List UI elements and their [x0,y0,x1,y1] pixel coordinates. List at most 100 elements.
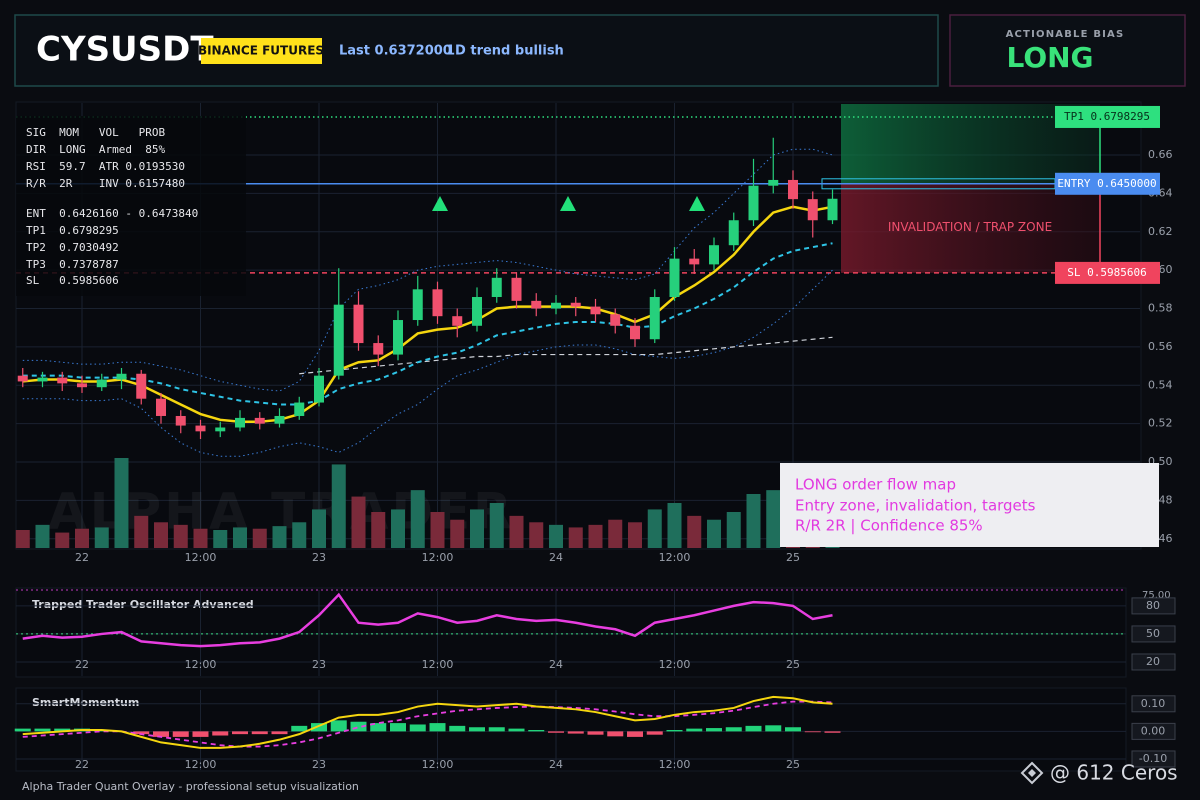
candle-body [551,302,561,309]
candle-body [156,398,166,416]
info-row: DIR LONG Armed 85% [26,143,165,156]
indicator-line [22,242,833,406]
indicator-line [299,336,833,375]
candle-body [610,314,621,326]
footer: Alpha Trader Quant Overlay - professiona… [22,780,359,793]
y-tick-label: 20 [1146,655,1160,668]
momentum-line [22,695,833,749]
candle-body [77,383,87,388]
tick-box [1131,597,1176,615]
info-row: TP2 0.7030492 [26,241,119,254]
y-tick-label: -0.10 [1139,752,1167,765]
note-line: LONG order flow map [795,476,956,494]
candle-body [254,417,265,424]
signal-marker [560,196,576,211]
candle-body [768,179,779,186]
candle-body [175,415,186,426]
zone-label: INVALIDATION / TRAP ZONE [888,220,1052,234]
volume-bar [312,509,326,548]
histogram-bar [370,723,387,732]
info-row: TP1 0.6798295 [26,224,119,237]
x-tick-label: 22 [75,551,89,564]
candle-body [491,277,502,298]
volume-bar [628,522,642,548]
histogram-bar [785,727,801,732]
y-tick-label: 0.62 [1148,225,1173,238]
candle-body [748,185,759,221]
histogram-bar [488,727,505,732]
info-row: SIG MOM VOL PROB [26,126,165,139]
volume-bar [55,532,70,548]
histogram-bar [350,721,367,732]
volume-bar [114,458,129,548]
volume-bar [549,524,563,548]
candle-body [472,297,482,326]
invalidation-zone [841,183,1100,273]
volume-bar [707,519,721,548]
volume-bar [766,490,781,548]
volume-bar [134,515,149,548]
candle-body [649,297,660,340]
note-line: R/R 2R | Confidence 85% [795,517,983,535]
volume-bar [252,528,267,548]
x-tick-label: 23 [312,551,326,564]
histogram-bar [449,725,466,732]
x-tick-label: 25 [786,658,800,671]
level-label-box [1055,261,1160,284]
volume-bar [75,528,89,548]
y-tick-label: 0.54 [1148,378,1173,391]
volume-bar [371,512,386,548]
histogram-bar [627,731,643,737]
symbol: CYSUSDT [36,30,214,70]
pane-title: SmartMomentum [32,696,139,709]
level-label-box [1055,105,1160,128]
x-tick-label: 12:00 [185,758,217,771]
histogram-bar [34,728,51,732]
exchange: BINANCE FUTURES [198,44,324,58]
candle-body [452,316,463,326]
candle-body [728,220,739,246]
info-row: R/R 2R INV 0.6157480 [26,177,185,190]
x-tick-label: 12:00 [185,551,217,564]
histogram-bar [133,731,150,735]
y-tick-label: 0.56 [1148,340,1173,353]
momentum-layer: -0.10 0.00 0.10 22 12:00 23 12:00 24 12:00 25 [14,690,1176,771]
candle-body [788,179,798,200]
candle-body [215,427,226,432]
tick-box [1131,653,1176,671]
candle-body [17,375,28,382]
y-tick-label: 50 [1146,627,1160,640]
indicator-line [22,269,833,457]
histogram-bar [528,730,545,732]
credit-logo [1020,761,1044,785]
bias-label: ACTIONABLE BIAS [1006,29,1125,40]
x-tick-label: 12:00 [659,658,691,671]
histogram-bar [311,723,327,732]
candle-body [630,325,640,340]
indicator-line [22,148,833,392]
x-tick-label: 24 [549,658,563,671]
histogram-bar [232,731,248,735]
histogram-bar [567,731,584,734]
header-box [14,14,939,87]
y-tick-label: 0.10 [1141,697,1166,710]
y-tick-label: 0.00 [1141,724,1166,737]
histogram-bar [508,728,525,732]
volume-bar [391,509,405,548]
x-tick-label: 24 [549,551,563,564]
volume-bar [529,522,544,548]
tick-box [1131,750,1176,768]
volume-bar [608,519,623,548]
tick-box [1131,625,1176,643]
candle-body [333,304,344,376]
note-box [780,463,1159,547]
volume-bar [746,494,761,548]
candle-body [590,306,601,315]
histogram-bar [14,728,31,732]
top-label: 75.00 [1142,590,1171,601]
x-tick-label: 25 [786,551,800,564]
histogram-bar [409,724,426,732]
x-tick-label: 22 [75,758,89,771]
info-row: TP3 0.7378787 [26,258,119,271]
info-row: ENT 0.6426160 - 0.6473840 [26,207,198,220]
